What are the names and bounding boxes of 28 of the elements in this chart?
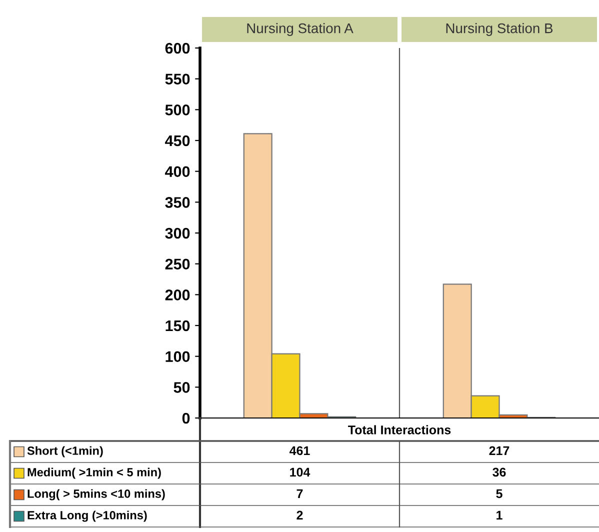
data-label: 217 bbox=[489, 446, 510, 455]
y-tick-label: 0 bbox=[182, 412, 190, 424]
x-axis-title: Total Interactions bbox=[348, 425, 451, 434]
y-tick-label: 250 bbox=[165, 258, 190, 270]
y-tick-label: 350 bbox=[165, 197, 190, 208]
y-tick-label: 300 bbox=[165, 228, 190, 239]
y-tick-label: 150 bbox=[166, 320, 190, 332]
legend-label: Long( > 5mins <10 mins) bbox=[28, 489, 165, 500]
data-label: 461 bbox=[290, 446, 310, 456]
legend-label: Short (<1min) bbox=[27, 446, 103, 458]
y-tick-label: 400 bbox=[165, 166, 190, 178]
data-label: 7 bbox=[296, 489, 303, 498]
data-label: 104 bbox=[290, 468, 310, 477]
x-tick-label: Nursing Station A bbox=[247, 23, 354, 36]
legend-label: Extra Long (>10mins) bbox=[28, 510, 147, 522]
y-tick-label: 600 bbox=[165, 42, 190, 54]
legend-label: Medium( >1min < 5 min) bbox=[28, 468, 161, 479]
x-tick-label: Nursing Station B bbox=[446, 23, 553, 36]
data-label: 36 bbox=[492, 468, 506, 477]
data-label: 2 bbox=[296, 510, 303, 520]
data-label: 5 bbox=[496, 489, 502, 498]
y-tick-label: 200 bbox=[165, 290, 190, 300]
y-tick-label: 550 bbox=[165, 74, 190, 85]
y-tick-label: 50 bbox=[174, 382, 190, 393]
data-label: 1 bbox=[496, 510, 502, 520]
y-tick-label: 500 bbox=[165, 104, 190, 116]
y-tick-label: 450 bbox=[165, 135, 190, 146]
y-tick-label: 100 bbox=[166, 351, 190, 362]
